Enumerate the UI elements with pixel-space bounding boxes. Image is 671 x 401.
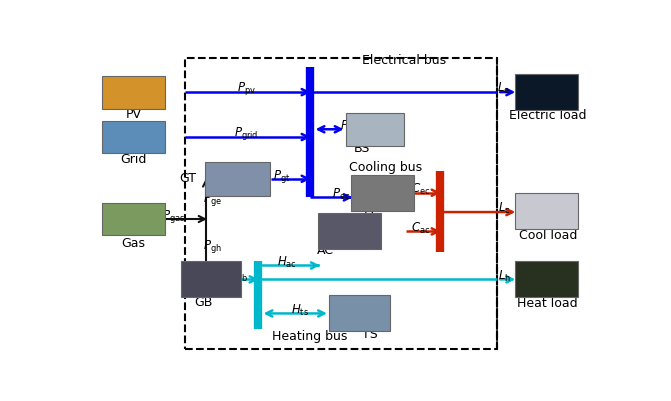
Text: TS: TS [362,327,378,340]
Text: $L_{\mathrm{h}}$: $L_{\mathrm{h}}$ [497,268,511,283]
Text: $L_{\mathrm{c}}$: $L_{\mathrm{c}}$ [498,200,511,215]
Text: $P_{\mathrm{gt}}$: $P_{\mathrm{gt}}$ [273,167,290,184]
Text: BS: BS [354,142,370,155]
Text: Heating bus: Heating bus [272,329,348,342]
FancyBboxPatch shape [317,214,380,250]
Text: Electrical bus: Electrical bus [362,54,446,67]
Text: Cool load: Cool load [519,229,577,241]
Text: $P_{\mathrm{gh}}$: $P_{\mathrm{gh}}$ [203,237,222,254]
FancyBboxPatch shape [181,262,242,298]
Text: $P_{\mathrm{ec}}$: $P_{\mathrm{ec}}$ [331,186,350,202]
Text: PV: PV [125,108,142,121]
Text: Heat load: Heat load [517,296,578,309]
Text: AC: AC [317,244,334,257]
Text: GB: GB [195,296,213,308]
FancyBboxPatch shape [346,113,404,146]
Text: $P_{\mathrm{bs}}$: $P_{\mathrm{bs}}$ [340,118,358,134]
Text: $P_{\mathrm{grid}}$: $P_{\mathrm{grid}}$ [234,125,258,142]
Text: Gas: Gas [121,236,146,249]
Text: Grid: Grid [120,153,146,166]
Text: Electric load: Electric load [509,109,586,122]
Text: $H_{\mathrm{ts}}$: $H_{\mathrm{ts}}$ [291,302,309,317]
Text: Cooling bus: Cooling bus [349,160,422,174]
Text: $P_{\mathrm{gas}}$: $P_{\mathrm{gas}}$ [162,207,185,224]
FancyBboxPatch shape [102,121,165,154]
FancyBboxPatch shape [102,203,165,236]
Text: $H_{\mathrm{ac}}$: $H_{\mathrm{ac}}$ [276,254,297,269]
FancyBboxPatch shape [515,75,578,111]
FancyBboxPatch shape [102,77,165,109]
Text: GT: GT [179,171,197,184]
Text: $C_{\mathrm{ec}}$: $C_{\mathrm{ec}}$ [411,181,430,196]
Text: $P_{\mathrm{pv}}$: $P_{\mathrm{pv}}$ [237,80,256,97]
FancyBboxPatch shape [352,175,415,211]
FancyBboxPatch shape [515,194,578,230]
Bar [185,59,497,349]
Text: $P_{\mathrm{ge}}$: $P_{\mathrm{ge}}$ [203,191,222,208]
Text: $C_{\mathrm{ac}}$: $C_{\mathrm{ac}}$ [411,220,430,235]
FancyBboxPatch shape [205,162,270,196]
Text: $L_{\mathrm{e}}$: $L_{\mathrm{e}}$ [497,81,511,96]
FancyBboxPatch shape [515,262,578,298]
Text: EC: EC [364,205,381,218]
FancyBboxPatch shape [329,296,390,332]
Text: $H_{\mathrm{gb}}$: $H_{\mathrm{gb}}$ [227,267,248,284]
